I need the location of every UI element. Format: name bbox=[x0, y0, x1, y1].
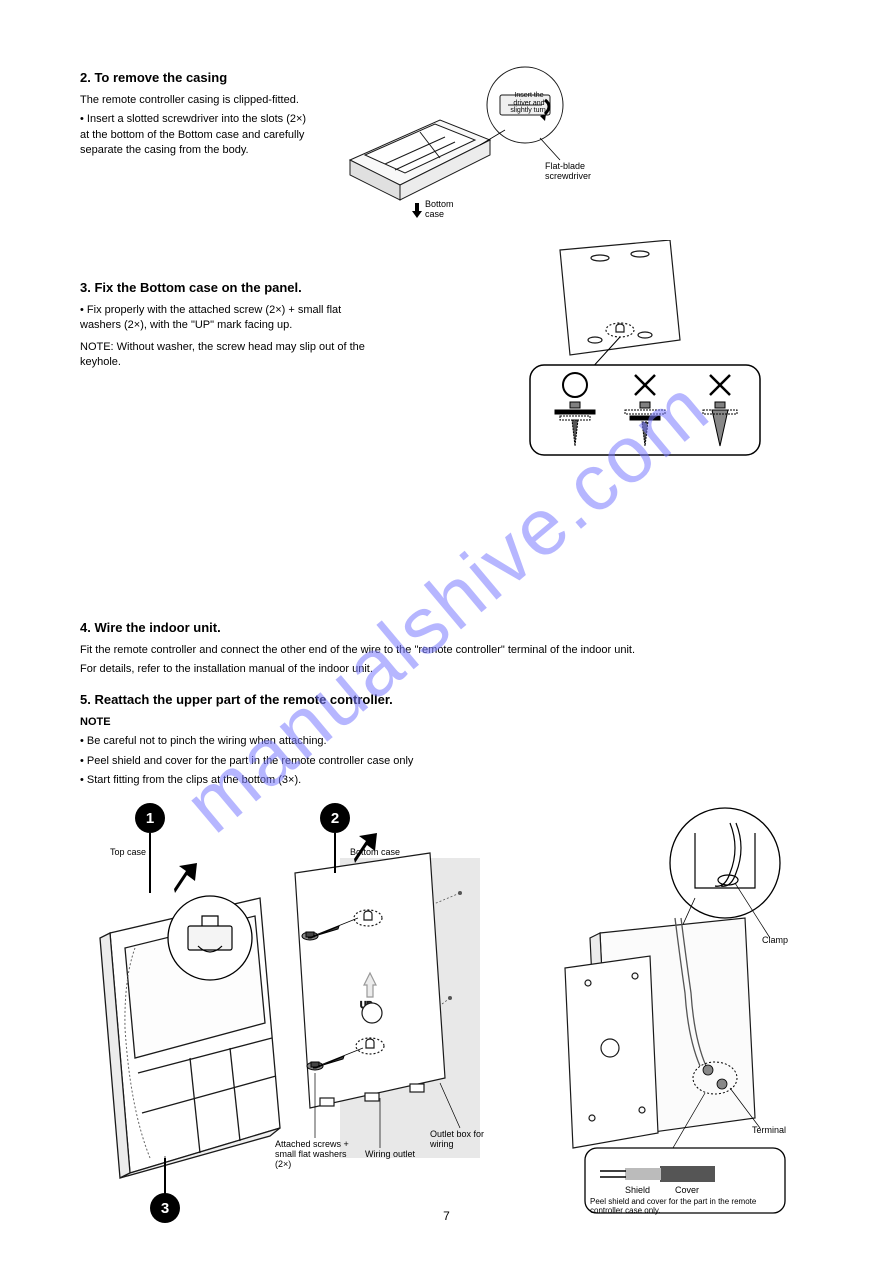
step2-figure: Insert the driver and slightly turn. Fla… bbox=[330, 60, 610, 220]
label-peel-note: Peel shield and cover for the part in th… bbox=[590, 1198, 780, 1216]
label-attached-screws: Attached screws + small flat washers (2×… bbox=[275, 1140, 355, 1170]
step3-figure bbox=[520, 240, 770, 470]
label-outlet-box: Outlet box for wiring bbox=[430, 1130, 500, 1150]
label-shield: Shield bbox=[625, 1186, 650, 1196]
step5-left-figure: 1 2 3 bbox=[80, 798, 500, 1221]
step4-title: 4. Wire the indoor unit. bbox=[80, 620, 800, 635]
step3-block: 3. Fix the Bottom case on the panel. • F… bbox=[80, 250, 813, 480]
step4-line2: For details, refer to the installation m… bbox=[80, 662, 800, 677]
step2-block: 2. To remove the casing The remote contr… bbox=[80, 70, 813, 230]
label-cover: Cover bbox=[675, 1186, 699, 1196]
page-root: manualshive.com 2. To remove the casing … bbox=[0, 0, 893, 1263]
label-terminal: Terminal bbox=[752, 1126, 786, 1136]
step3-note: NOTE: Without washer, the screw head may… bbox=[80, 340, 380, 371]
step3-title: 3. Fix the Bottom case on the panel. bbox=[80, 280, 380, 295]
step5-bullet-1: • Peel shield and cover for the part in … bbox=[80, 754, 800, 769]
step2-line1: The remote controller casing is clipped-… bbox=[80, 93, 310, 108]
callout-driver: Insert the driver and slightly turn. bbox=[505, 92, 553, 115]
step4-block: 4. Wire the indoor unit. Fit the remote … bbox=[80, 620, 800, 678]
step5-bullet-2: • Start fitting from the clips at the bo… bbox=[80, 773, 800, 788]
label-screwdriver: Flat-blade screwdriver bbox=[545, 162, 605, 182]
step5-figures: 1 2 3 bbox=[80, 798, 800, 1221]
step2-bullet: • Insert a slotted screwdriver into the … bbox=[80, 112, 310, 158]
step2-title: 2. To remove the casing bbox=[80, 70, 310, 85]
step3-text: 3. Fix the Bottom case on the panel. • F… bbox=[80, 280, 380, 480]
page-number: 7 bbox=[443, 1209, 450, 1223]
step5-title: 5. Reattach the upper part of the remote… bbox=[80, 692, 800, 707]
label-wiring-outlet: Wiring outlet bbox=[365, 1150, 425, 1160]
label-bottom-case-2: Bottom case bbox=[350, 848, 400, 858]
label-top-case: Top case bbox=[110, 848, 146, 858]
step5-note-heading: NOTE bbox=[80, 715, 800, 730]
step5-block: 5. Reattach the upper part of the remote… bbox=[80, 692, 800, 1222]
step2-text: 2. To remove the casing The remote contr… bbox=[80, 70, 310, 230]
step3-bullet: • Fix properly with the attached screw (… bbox=[80, 303, 380, 334]
step5-right-figure: Clamp Terminal Shield Cover Peel shield … bbox=[530, 798, 800, 1221]
label-clamp: Clamp bbox=[762, 936, 788, 946]
step5-bullet-0: • Be careful not to pinch the wiring whe… bbox=[80, 734, 800, 749]
step4-line1: Fit the remote controller and connect th… bbox=[80, 643, 800, 658]
badge-3: 3 bbox=[150, 1193, 180, 1223]
label-bottom-case: Bottom case bbox=[425, 200, 475, 220]
